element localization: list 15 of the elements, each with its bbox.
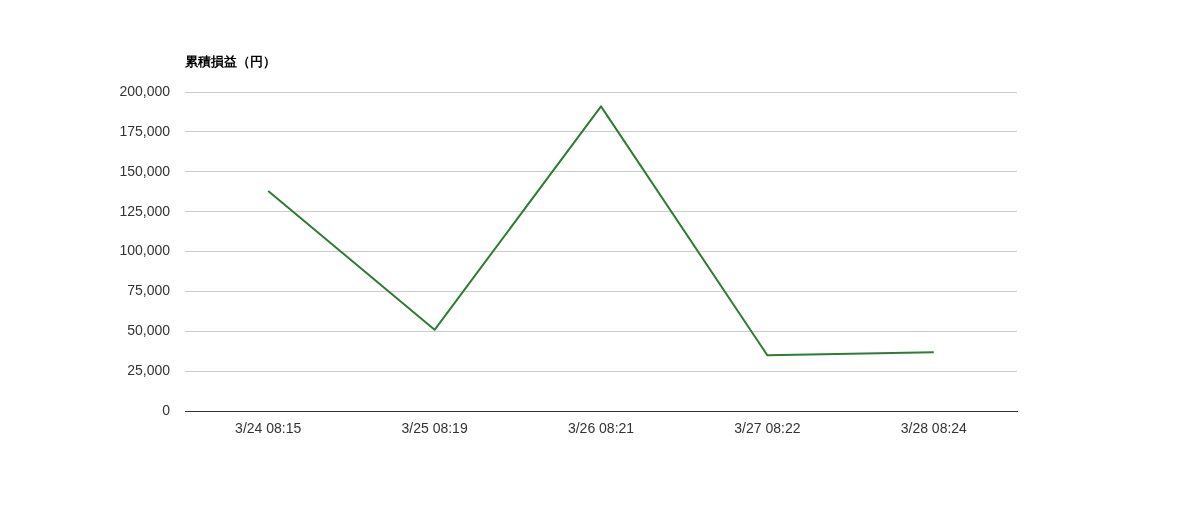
x-tick-label: 3/24 08:15: [235, 420, 302, 437]
x-tick-label: 3/28 08:24: [900, 420, 968, 437]
y-tick-label: 100,000: [119, 242, 171, 259]
y-axis-title: 累積損益（円）: [184, 54, 276, 69]
y-tick-label: 125,000: [119, 202, 171, 219]
x-tick-label: 3/25 08:19: [401, 420, 468, 437]
y-tick-label: 25,000: [127, 362, 171, 379]
x-tick-label: 3/26 08:21: [567, 420, 635, 437]
y-tick-label: 0: [162, 402, 171, 419]
y-tick-label: 200,000: [119, 82, 171, 99]
y-tick-label: 150,000: [119, 162, 171, 179]
y-tick-label: 75,000: [127, 282, 171, 299]
y-tick-label: 175,000: [119, 122, 171, 139]
y-tick-label: 50,000: [127, 322, 171, 339]
x-tick-label: 3/27 08:22: [734, 420, 801, 437]
